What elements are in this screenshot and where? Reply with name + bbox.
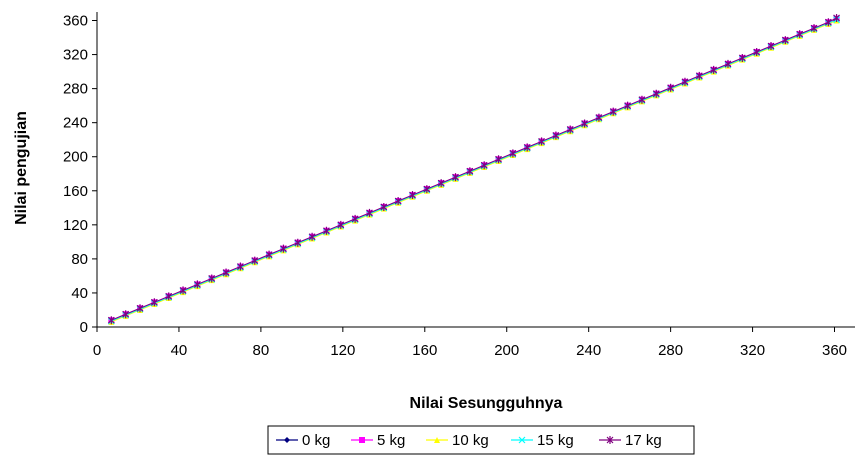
data-point [222, 268, 230, 277]
y-tick-label: 0 [80, 319, 88, 336]
legend-box [267, 425, 695, 455]
data-point [833, 13, 840, 22]
data-point [710, 65, 718, 74]
data-point [308, 232, 316, 241]
legend-label: 17 kg [625, 432, 662, 449]
data-point [495, 155, 502, 164]
data-point [150, 298, 158, 307]
data-point [667, 83, 675, 92]
data-point [638, 95, 646, 104]
legend-swatch-marker [518, 436, 526, 444]
data-point [122, 310, 130, 319]
legend-label: 15 kg [537, 432, 574, 449]
legend-label: 0 kg [302, 432, 330, 449]
legend: 0 kg 5 kg 10 kg 15 kg 17 kg [267, 425, 695, 455]
data-point [380, 202, 388, 211]
data-point [509, 149, 517, 158]
legend-item: 17 kg [599, 432, 662, 449]
x-tick-label: 40 [171, 342, 188, 359]
data-point [595, 113, 603, 122]
data-point [738, 53, 746, 62]
data-point [781, 36, 789, 45]
data-point [609, 107, 617, 116]
x-tick-label: 320 [740, 342, 765, 359]
data-point [796, 30, 804, 39]
y-tick-label: 320 [63, 47, 88, 64]
data-point [695, 71, 703, 80]
legend-swatch-marker [606, 436, 614, 444]
data-point [466, 167, 474, 176]
series-line [111, 20, 837, 323]
data-point [538, 137, 545, 146]
data-point [323, 226, 330, 235]
data-point [409, 191, 416, 200]
data-point [251, 256, 259, 265]
x-tick-label: 80 [253, 342, 270, 359]
data-point [366, 208, 373, 217]
legend-label: 5 kg [377, 432, 405, 449]
x-tick-label: 240 [576, 342, 601, 359]
x-tick-label: 160 [412, 342, 437, 359]
legend-label: 10 kg [452, 432, 489, 449]
data-point [179, 286, 187, 295]
x-tick-label: 200 [494, 342, 519, 359]
legend-item: 0 kg [276, 432, 330, 449]
data-point [394, 197, 402, 205]
legend-item: 15 kg [511, 432, 574, 449]
y-tick-label: 240 [63, 115, 88, 132]
data-point [107, 316, 115, 325]
series-group [107, 13, 840, 325]
data-point [423, 185, 431, 194]
data-point [824, 18, 832, 27]
legend-item: 10 kg [426, 432, 489, 449]
legend-swatch-marker [359, 437, 365, 443]
data-point [624, 101, 632, 110]
data-point [681, 77, 689, 86]
legend-swatch-marker [284, 437, 290, 443]
y-tick-label: 80 [71, 251, 88, 268]
data-point [351, 214, 359, 223]
data-point [265, 250, 273, 259]
y-tick-label: 160 [63, 183, 88, 200]
x-tick-label: 120 [330, 342, 355, 359]
axes: 0 40 80 120 160 200 240 280 320 360 0 40 80 120 160 200… [63, 12, 855, 359]
data-point [437, 179, 445, 188]
data-point [566, 125, 574, 134]
y-tick-label: 200 [63, 149, 88, 166]
data-point [480, 161, 488, 170]
data-point [193, 280, 201, 289]
series-line [111, 19, 837, 322]
data-point [523, 143, 531, 152]
series-line [111, 17, 837, 321]
data-point [165, 292, 173, 301]
y-tick-label: 360 [63, 13, 88, 30]
legend-swatch-marker [434, 437, 440, 443]
x-tick-label: 0 [93, 342, 101, 359]
data-point [652, 89, 660, 98]
data-point [280, 244, 287, 253]
data-point [208, 274, 216, 283]
series-17-kg [107, 13, 840, 325]
y-tick-label: 120 [63, 217, 88, 234]
data-point [294, 238, 302, 247]
data-point [753, 48, 761, 57]
data-point [724, 59, 732, 68]
data-point [767, 42, 775, 51]
y-axis-title: Nilai pengujian [13, 111, 30, 225]
y-tick-label: 280 [63, 81, 88, 98]
x-tick-label: 280 [658, 342, 683, 359]
data-point [810, 24, 818, 33]
data-point [452, 173, 459, 182]
y-tick-label: 40 [71, 285, 88, 302]
data-point [581, 119, 589, 128]
data-point [136, 304, 144, 313]
data-point [337, 220, 345, 229]
data-point [552, 131, 560, 140]
legend-item: 5 kg [351, 432, 405, 449]
x-axis-title: Nilai Sesungguhnya [410, 395, 563, 412]
x-tick-label: 360 [822, 342, 847, 359]
data-point [236, 262, 244, 271]
